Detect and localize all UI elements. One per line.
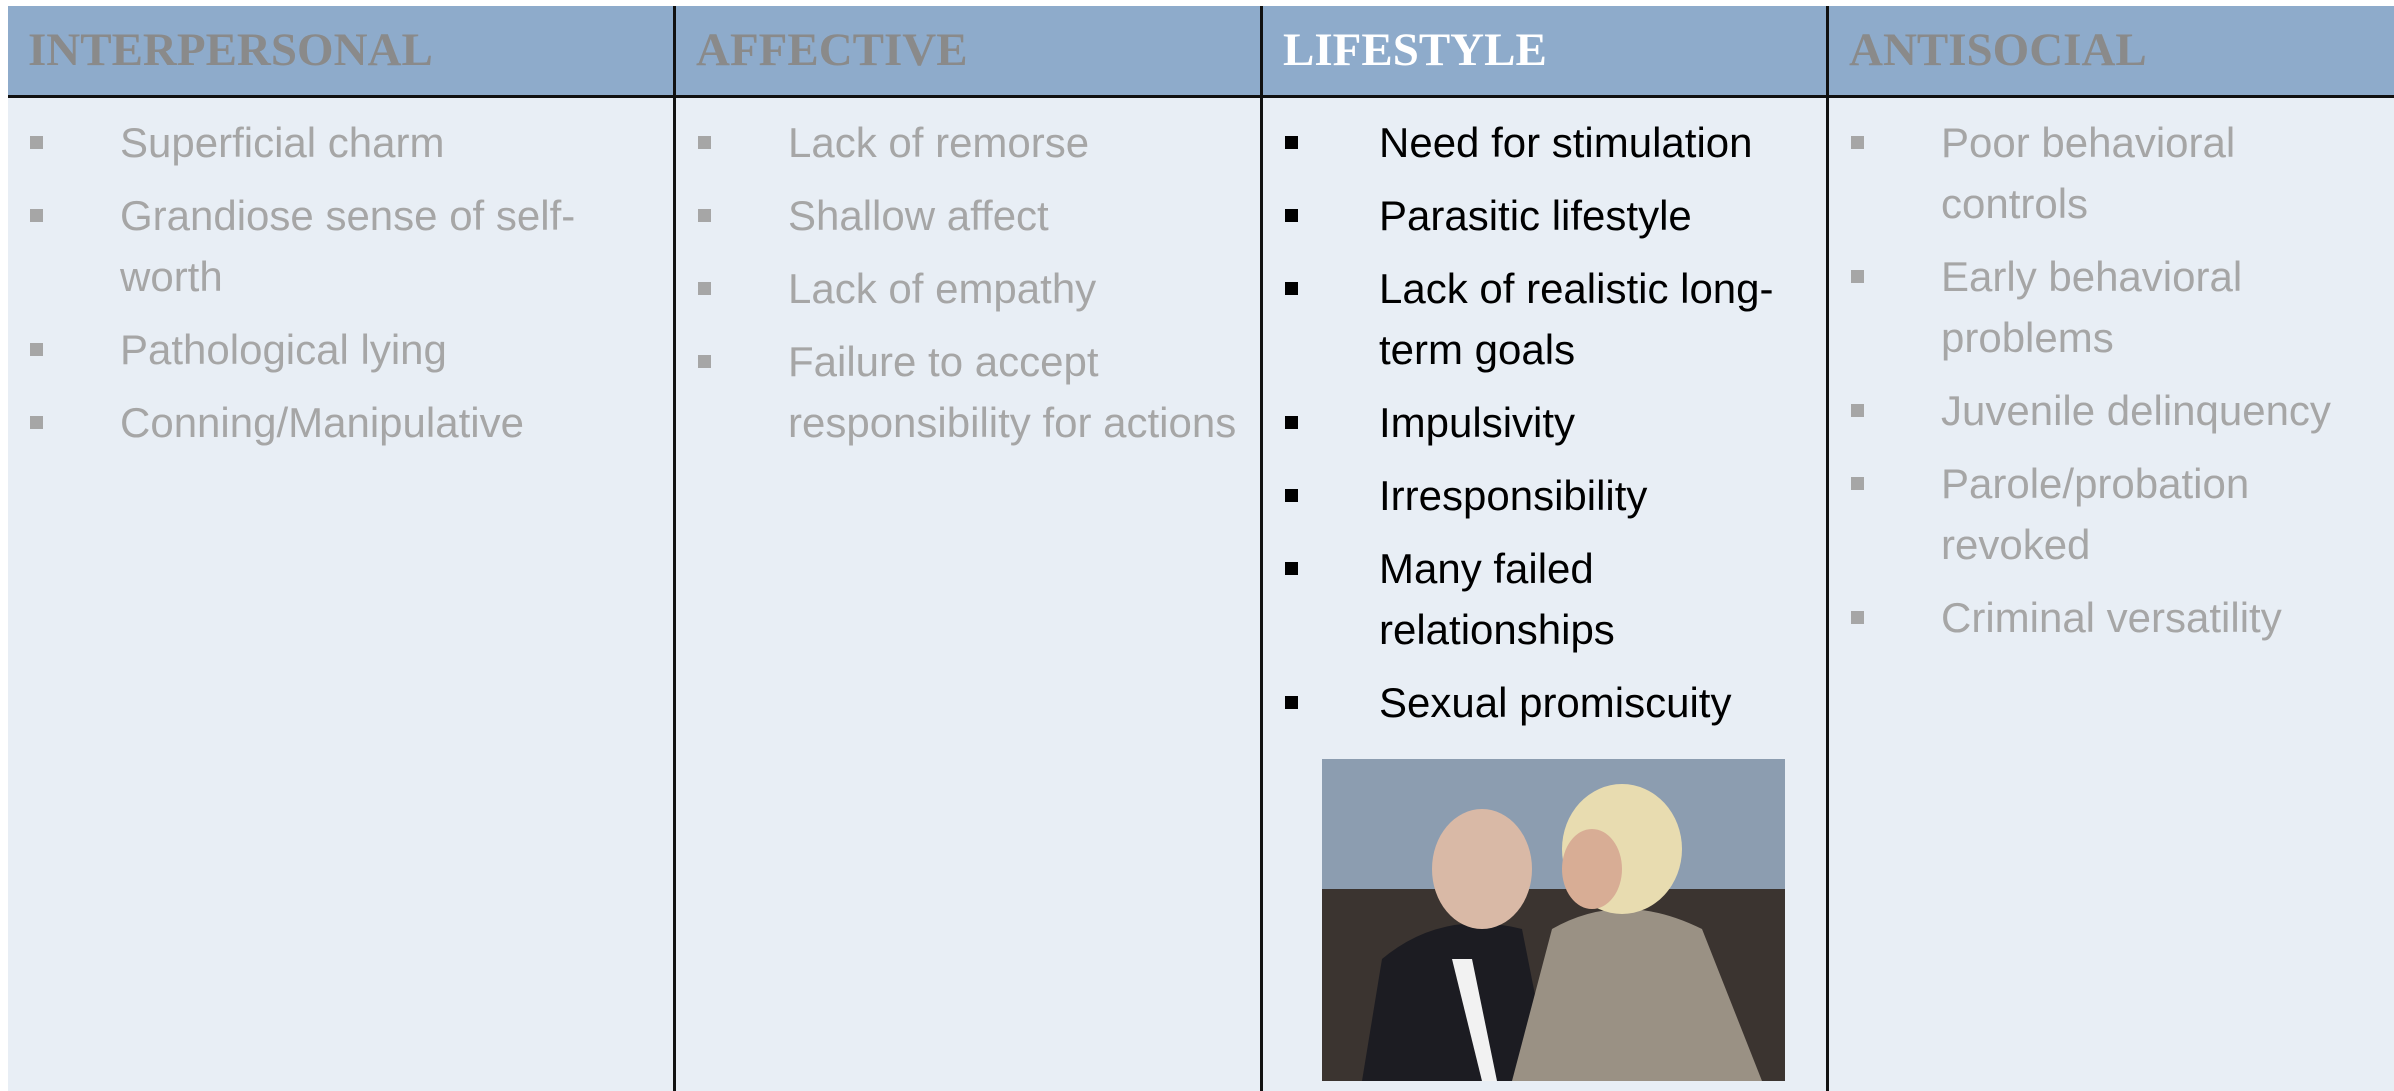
list-item: Superficial charm (8, 112, 653, 173)
column-header: INTERPERSONAL (8, 6, 673, 98)
list-item: Pathological lying (8, 319, 653, 380)
list-item: Early behavioral problems (1829, 246, 2374, 368)
list-item: Impulsivity (1263, 392, 1806, 453)
column-header: ANTISOCIAL (1829, 6, 2394, 98)
list-item: Conning/Manipulative (8, 392, 653, 453)
list-item: Parole/probation revoked (1829, 453, 2374, 575)
list-item: Criminal versatility (1829, 587, 2374, 648)
list-item: Lack of realistic long-term goals (1263, 258, 1806, 380)
list-item: Juvenile delinquency (1829, 380, 2374, 441)
photo (1322, 759, 1785, 1081)
list-item: Parasitic lifestyle (1263, 185, 1806, 246)
column-header: AFFECTIVE (676, 6, 1260, 98)
list-item: Shallow affect (676, 185, 1240, 246)
item-list: Need for stimulation Parasitic lifestyle L… (1263, 98, 1826, 733)
column: ANTISOCIAL Poor behavioral controls Early … (1826, 6, 2394, 1091)
list-item: Grandiose sense of self-worth (8, 185, 653, 307)
list-item: Sexual promiscuity (1263, 672, 1806, 733)
list-item: Many failed relationships (1263, 538, 1806, 660)
list-item: Lack of remorse (676, 112, 1240, 173)
column: INTERPERSONAL Superficial charm Grandiose … (8, 6, 673, 1091)
list-item: Need for stimulation (1263, 112, 1806, 173)
item-list: Poor behavioral controls Early behavioral… (1829, 98, 2394, 648)
column: AFFECTIVE Lack of remorse Shallow affect La… (673, 6, 1260, 1091)
item-list: Lack of remorse Shallow affect Lack of emp… (676, 98, 1260, 453)
column-header: LIFESTYLE (1263, 6, 1826, 98)
item-list: Superficial charm Grandiose sense of self… (8, 98, 673, 453)
list-item: Irresponsibility (1263, 465, 1806, 526)
list-item: Failure to accept responsibility for act… (676, 331, 1240, 453)
column: LIFESTYLE Need for stimulation Parasitic l… (1260, 6, 1826, 1091)
list-item: Poor behavioral controls (1829, 112, 2374, 234)
psychopathy-table: INTERPERSONAL Superficial charm Grandiose … (8, 6, 2394, 1091)
list-item: Lack of empathy (676, 258, 1240, 319)
